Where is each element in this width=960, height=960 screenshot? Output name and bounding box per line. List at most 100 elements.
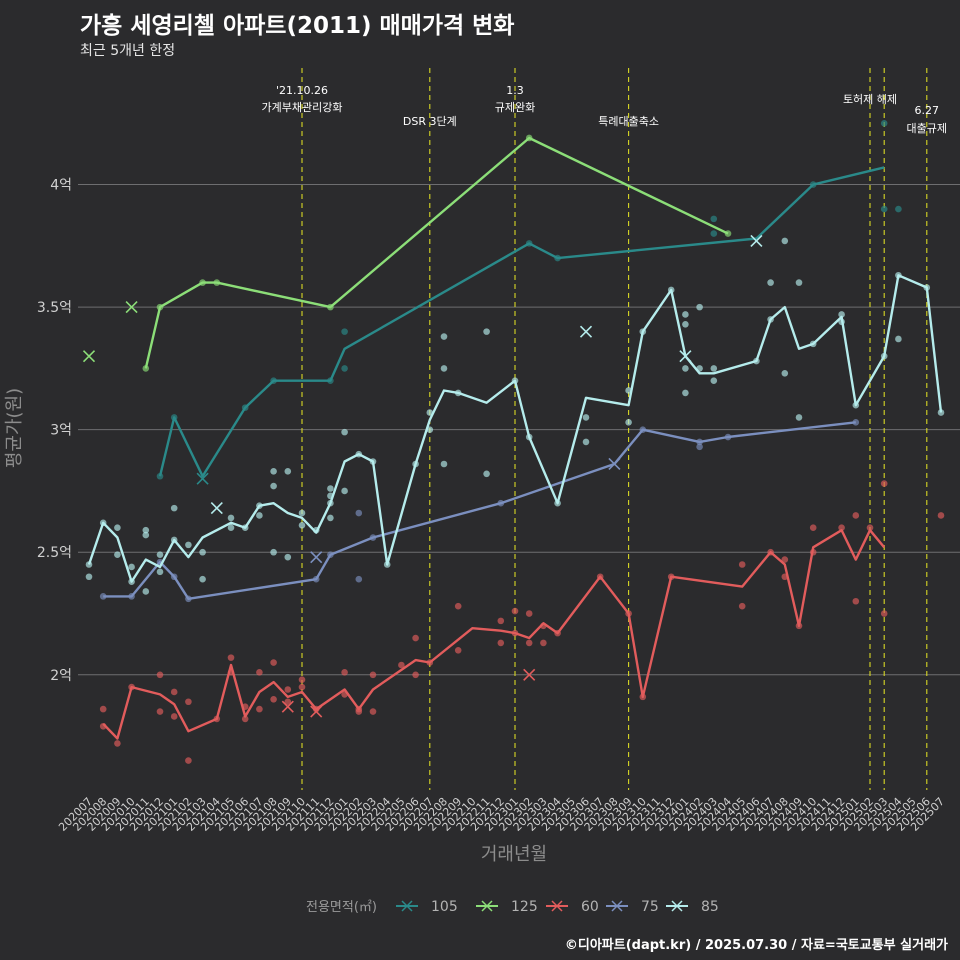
data-point	[270, 548, 277, 556]
cancelled-marker	[196, 472, 209, 485]
data-point	[795, 279, 803, 286]
data-point	[327, 514, 334, 522]
data-point	[298, 521, 306, 529]
data-point	[369, 708, 377, 715]
series-line	[87, 274, 943, 583]
data-point	[270, 468, 277, 475]
data-point	[682, 320, 689, 328]
data-point	[497, 617, 505, 625]
series-60	[99, 480, 945, 764]
data-point	[298, 676, 306, 683]
data-point	[795, 414, 803, 421]
data-point	[440, 333, 448, 340]
data-point	[710, 365, 718, 372]
legend-item-105: 105	[396, 899, 458, 915]
chart-title: 가흥 세영리첼 아파트(2011) 매매가격 변화	[80, 13, 515, 39]
data-point	[284, 468, 292, 475]
event-label: DSR 3단계	[403, 115, 457, 128]
data-point	[454, 646, 462, 654]
data-point	[511, 607, 519, 615]
series-85	[85, 234, 945, 595]
event-label: '21.10.26	[276, 84, 328, 97]
y-axis-title: 평균가(원)	[4, 388, 25, 468]
data-point	[142, 531, 150, 539]
data-point	[298, 509, 306, 517]
cancelled-stroke	[310, 551, 323, 564]
data-point	[781, 556, 789, 563]
legend-key-cross	[551, 900, 563, 912]
data-point	[895, 205, 902, 213]
data-point	[199, 575, 206, 583]
data-point	[738, 561, 746, 568]
cancelled-stroke	[82, 350, 96, 363]
data-point	[880, 480, 888, 487]
event-label: 가계부채관리강화	[262, 101, 343, 114]
data-point	[114, 740, 121, 747]
data-point	[937, 409, 945, 416]
cancelled-marker	[82, 350, 96, 363]
series-125	[82, 134, 732, 372]
cancelled-stroke	[125, 301, 138, 314]
series-line	[103, 421, 856, 600]
cancelled-marker	[679, 350, 692, 363]
data-point	[852, 512, 860, 519]
data-point	[241, 715, 249, 723]
cancelled-marker	[310, 705, 323, 718]
data-point	[838, 524, 845, 532]
legend-key-cross	[481, 900, 493, 912]
data-point	[185, 757, 192, 764]
data-point	[185, 541, 192, 549]
cancelled-stroke	[210, 502, 223, 515]
data-point	[412, 634, 419, 642]
legend-key-cross	[671, 900, 683, 912]
legend-label: 75	[641, 899, 659, 915]
data-point	[880, 119, 888, 127]
series-layer	[82, 119, 945, 764]
series-line	[144, 136, 729, 369]
data-point	[341, 328, 348, 335]
chart-subtitle: 최근 5개년 한정	[80, 43, 176, 59]
legend-label: 60	[581, 899, 599, 915]
data-point	[227, 514, 235, 522]
legend-item-75: 75	[606, 899, 659, 915]
data-point	[156, 708, 164, 715]
data-point	[256, 669, 263, 676]
data-point	[156, 671, 164, 679]
data-point	[170, 504, 178, 512]
y-tick-label: 3.5억	[37, 300, 72, 316]
data-point	[781, 237, 789, 245]
data-point	[625, 419, 632, 426]
data-point	[355, 575, 363, 583]
legend-key-cross	[611, 900, 623, 912]
data-point	[440, 460, 448, 468]
data-point	[696, 443, 703, 451]
data-point	[710, 377, 718, 384]
y-tick-label: 2억	[50, 668, 72, 684]
data-point	[838, 311, 845, 318]
y-axis: 2억 2.5억 3억 3.5억 4억	[37, 178, 72, 684]
data-point	[114, 551, 121, 558]
data-point	[710, 215, 718, 223]
data-point	[256, 512, 263, 519]
data-point	[895, 335, 902, 343]
x-axis: 2020072020082020092020102020112020122021…	[56, 795, 947, 834]
cancelled-stroke	[281, 700, 294, 713]
cancelled-stroke	[523, 668, 536, 681]
cancelled-stroke	[608, 457, 621, 471]
data-point	[270, 482, 277, 490]
legend-key-cross	[401, 900, 413, 912]
x-axis-title: 거래년월	[481, 844, 547, 865]
data-point	[341, 669, 348, 676]
data-point	[170, 713, 178, 720]
data-point	[880, 610, 888, 617]
data-point	[483, 470, 490, 478]
legend-label: 85	[701, 899, 719, 915]
data-point	[156, 551, 164, 558]
y-tick-label: 3억	[50, 423, 72, 439]
data-point	[696, 303, 703, 311]
data-point	[525, 610, 533, 617]
data-point	[185, 698, 192, 706]
data-point	[256, 705, 263, 713]
